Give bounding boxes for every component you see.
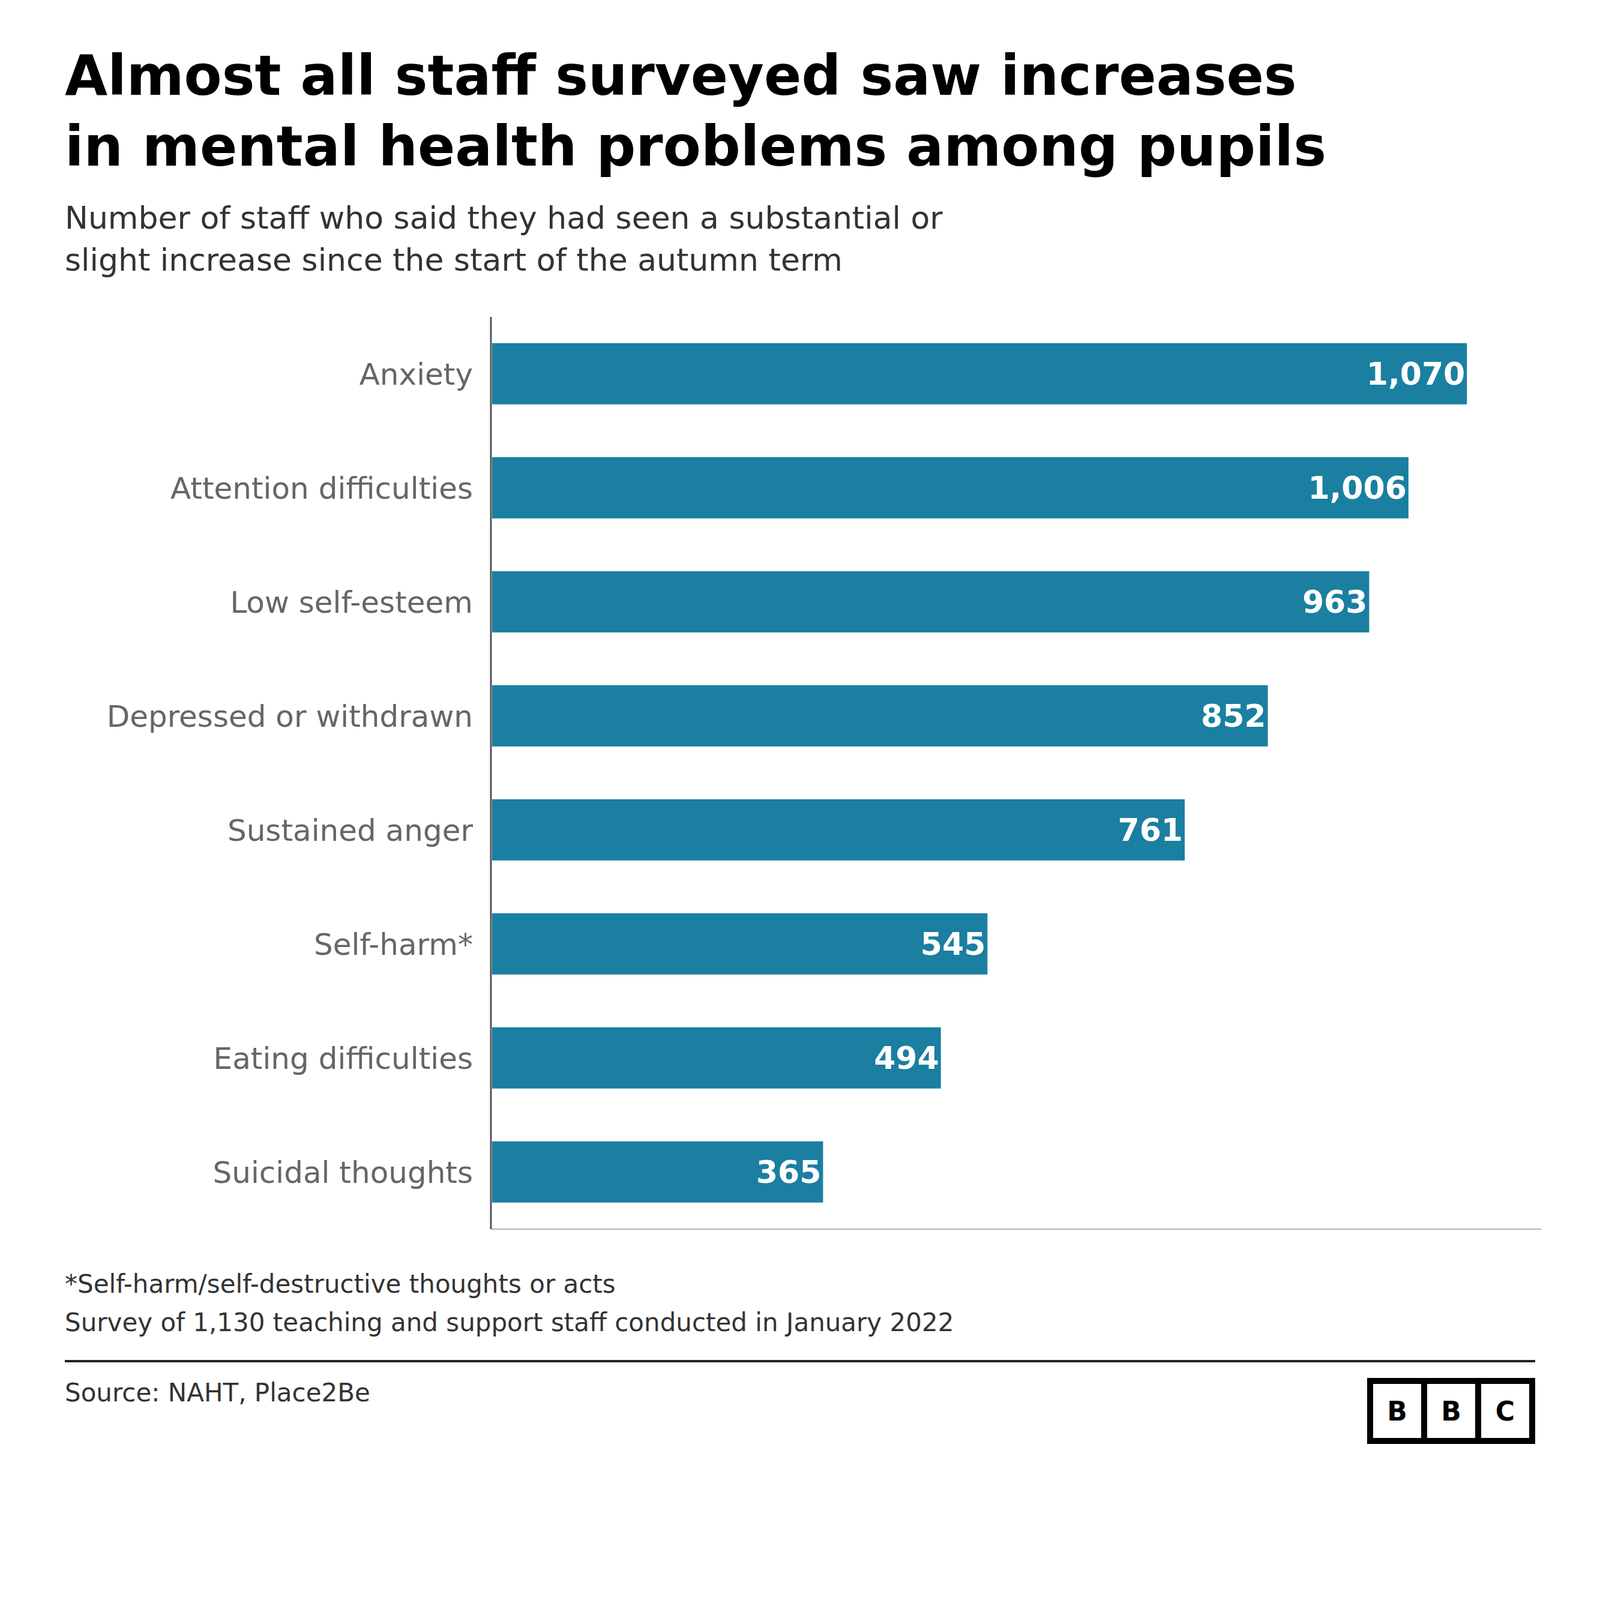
html-text:*Self-harm/self-destructive th: *Self-harm/self-destructive thoughts or … [64,1269,616,1299]
html-text:C: C [1495,1395,1515,1427]
html-text:Source: NAHT, Place2Be: Source: NAHT, Place2Be [64,1377,371,1408]
svg-text:Low self-esteem: Low self-esteem [229,585,473,620]
svg-text:Self-harm*: Self-harm* [313,927,473,963]
html-text:B: B [1441,1395,1462,1427]
svg-text:Suicidal thoughts: Suicidal thoughts [212,1155,473,1191]
svg-text:Sustained anger: Sustained anger [227,813,474,849]
svg-text:Anxiety: Anxiety [359,357,473,392]
html-text:Number of staff who said they: Number of staff who said they had seen a… [64,199,943,236]
html-text:slight increase since the star: slight increase since the start of the a… [64,241,843,278]
svg-text:494: 494 [873,1040,940,1077]
svg-text:Depressed or withdrawn: Depressed or withdrawn [106,699,473,734]
svg-text:365: 365 [756,1154,822,1191]
svg-text:1,006: 1,006 [1307,469,1407,506]
html-text:in mental health problems amon: in mental health problems among pupils [64,114,1327,179]
html-text:B: B [1387,1395,1408,1427]
html-text:Almost all staff surveyed saw: Almost all staff surveyed saw increases [64,43,1297,109]
html-text:Survey of 1,130 teaching and s: Survey of 1,130 teaching and support sta… [64,1307,954,1338]
svg-text:Eating difficulties: Eating difficulties [213,1041,473,1077]
svg-text:963: 963 [1302,583,1368,620]
svg-text:1,070: 1,070 [1366,355,1465,392]
svg-text:761: 761 [1117,812,1183,849]
svg-text:Attention difficulties: Attention difficulties [170,471,473,506]
svg-text:852: 852 [1200,697,1267,734]
svg-text:545: 545 [920,926,987,963]
